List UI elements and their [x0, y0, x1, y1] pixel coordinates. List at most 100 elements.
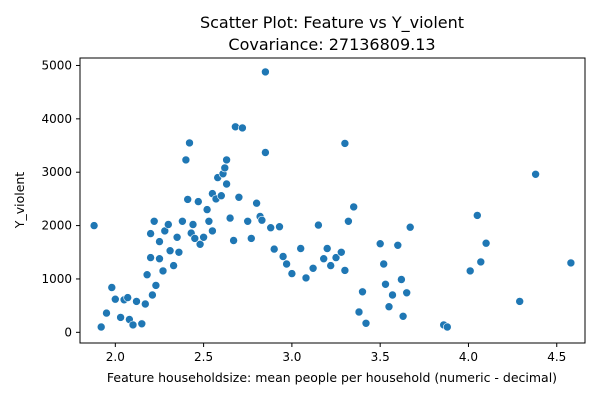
- scatter-point: [164, 220, 173, 229]
- scatter-point: [217, 191, 226, 200]
- scatter-point: [358, 287, 367, 297]
- scatter-point: [278, 252, 288, 261]
- scatter-point: [261, 148, 270, 157]
- scatter-point: [174, 248, 184, 257]
- scatter-point: [188, 220, 198, 229]
- scatter-point: [340, 139, 350, 148]
- scatter-point: [361, 318, 371, 328]
- y-axis-ticks: 0 1000 2000 3000 4000 5000: [41, 58, 80, 339]
- scatter-point: [190, 234, 200, 243]
- x-tick-label: 4.0: [459, 350, 478, 364]
- scatter-point: [402, 288, 412, 298]
- y-axis-label: Y_violent: [12, 172, 27, 229]
- scatter-point: [379, 259, 389, 269]
- scatter-point: [185, 138, 194, 148]
- scatter-point: [199, 233, 208, 242]
- scatter-point: [181, 155, 191, 165]
- scatter-point: [243, 217, 252, 226]
- scatter-point: [231, 122, 240, 132]
- scatter-point: [465, 266, 475, 276]
- scatter-point: [208, 226, 217, 236]
- scatter-point: [472, 211, 482, 220]
- scatter-point: [354, 307, 364, 317]
- scatter-point: [229, 236, 238, 245]
- scatter-point: [261, 67, 270, 77]
- scatter-point: [146, 253, 155, 262]
- scatter-point: [252, 198, 261, 208]
- scatter-point: [111, 294, 120, 304]
- scatter-point: [238, 123, 247, 133]
- scatter-point: [102, 308, 111, 318]
- axes-frame: [79, 57, 586, 344]
- scatter-point: [204, 217, 214, 226]
- scatter-point: [149, 217, 159, 226]
- scatter-point: [301, 273, 311, 283]
- scatter-point: [331, 253, 341, 262]
- scatter-point: [344, 217, 353, 226]
- scatter-point: [340, 266, 350, 275]
- scatter-point: [148, 290, 157, 300]
- scatter-point: [202, 205, 212, 214]
- x-axis-label: Feature householdsize: mean people per h…: [107, 370, 557, 385]
- scatter-point: [89, 221, 99, 230]
- scatter-point: [169, 261, 178, 270]
- scatter-point: [151, 281, 161, 290]
- scatter-point: [566, 258, 576, 268]
- scatter-point: [183, 195, 192, 204]
- x-axis-ticks: 2.0 2.5 3.0 3.5 4.0 4.5: [106, 343, 566, 364]
- x-tick-label: 2.5: [194, 350, 213, 364]
- scatter-point: [375, 239, 385, 248]
- scatter-point: [322, 244, 332, 253]
- scatter-point: [314, 220, 323, 230]
- scatter-point: [107, 283, 117, 292]
- scatter-point: [266, 223, 276, 232]
- scatter-point: [247, 234, 256, 243]
- scatter-point: [275, 222, 284, 231]
- scatter-point: [287, 269, 297, 278]
- scatter-point: [141, 299, 150, 309]
- scatter-point: [96, 322, 106, 332]
- scatter-point: [220, 163, 230, 173]
- scatter-point: [336, 248, 346, 257]
- points-layer: [89, 67, 576, 332]
- x-tick-label: 4.5: [547, 350, 566, 364]
- scatter-point: [388, 290, 397, 300]
- scatter-point: [282, 259, 291, 269]
- scatter-point: [178, 217, 187, 226]
- scatter-point: [515, 297, 525, 306]
- scatter-point: [132, 297, 141, 306]
- scatter-point: [381, 279, 390, 289]
- y-tick-label: 5000: [41, 58, 72, 72]
- scatter-point: [384, 302, 394, 312]
- scatter-point: [222, 155, 231, 165]
- x-tick-label: 3.5: [371, 350, 390, 364]
- scatter-point: [137, 319, 147, 329]
- y-tick-label: 0: [64, 325, 72, 339]
- scatter-point: [531, 170, 540, 179]
- scatter-point: [319, 254, 329, 264]
- chart-subtitle: Covariance: 27136809.13: [228, 35, 435, 54]
- scatter-point: [142, 270, 152, 280]
- scatter-point: [481, 238, 491, 248]
- scatter-point: [398, 311, 408, 321]
- scatter-point: [146, 229, 155, 238]
- scatter-point: [476, 257, 486, 267]
- x-tick-label: 3.0: [282, 350, 301, 364]
- scatter-point: [155, 237, 164, 246]
- scatter-point: [234, 193, 244, 202]
- scatter-point: [195, 240, 205, 249]
- scatter-point: [165, 246, 175, 255]
- scatter-point: [405, 222, 415, 232]
- scatter-point: [116, 313, 125, 322]
- scatter-point: [296, 244, 306, 253]
- scatter-point: [326, 261, 336, 270]
- y-tick-label: 2000: [41, 219, 72, 233]
- scatter-point: [158, 266, 168, 276]
- x-tick-label: 2.0: [106, 350, 125, 364]
- scatter-point: [123, 293, 132, 302]
- scatter-point: [128, 320, 138, 330]
- scatter-point: [393, 241, 403, 250]
- scatter-point: [225, 213, 235, 223]
